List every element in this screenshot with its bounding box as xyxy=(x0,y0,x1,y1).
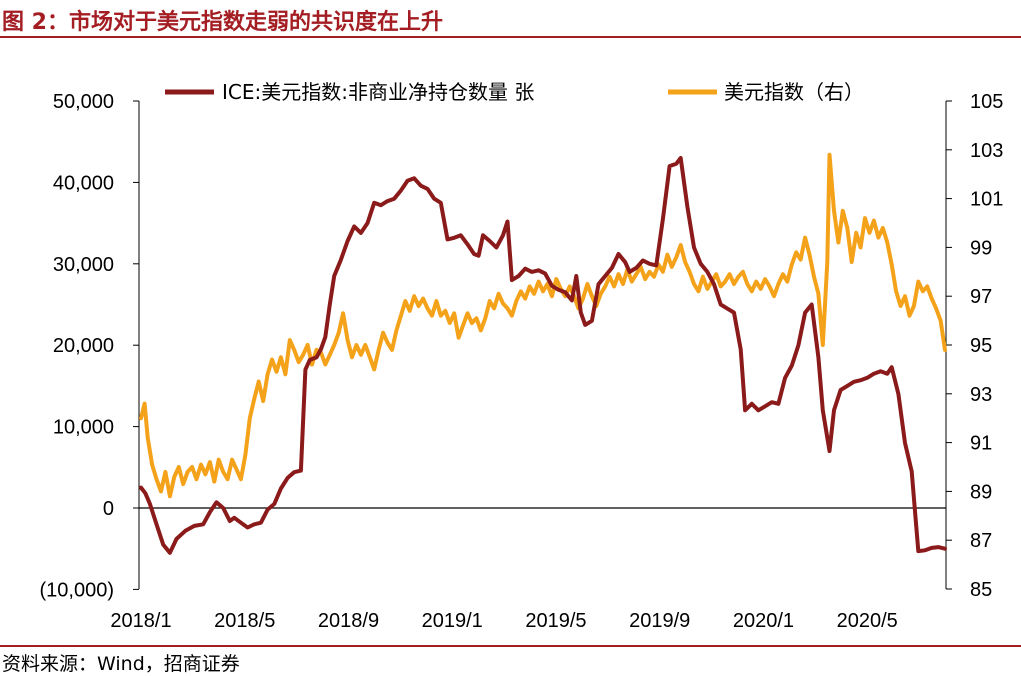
y-right-tick-label: 89 xyxy=(970,481,992,503)
source-divider xyxy=(0,645,1021,647)
y-right-tick-label: 105 xyxy=(970,91,1003,113)
y-left-tick-label: 0 xyxy=(103,498,114,520)
y-right-tick-label: 87 xyxy=(970,530,992,552)
x-tick-label: 2019/5 xyxy=(525,610,586,632)
y-right-tick-label: 91 xyxy=(970,433,992,455)
chart-series xyxy=(139,152,947,555)
net-positions-line xyxy=(139,156,947,555)
y-left-tick-label: 30,000 xyxy=(53,254,114,276)
y-right-tick-label: 101 xyxy=(970,189,1003,211)
x-tick-label: 2018/1 xyxy=(110,610,171,632)
chart-axes: 50,000 40,000 30,000 20,000 10,000 0 (10,000) 1… xyxy=(40,91,1004,632)
usd-index-line xyxy=(139,152,947,499)
x-tick-label: 2019/9 xyxy=(629,610,690,632)
legend-label-usd-index: 美元指数（右） xyxy=(724,80,864,104)
y-left-tick-label: 50,000 xyxy=(53,91,114,113)
y-left-tick-label: 40,000 xyxy=(53,172,114,194)
legend-label-net-positions: ICE:美元指数:非商业净持仓数量 张 xyxy=(222,80,534,104)
y-left-tick-label: (10,000) xyxy=(40,579,115,601)
x-tick-label: 2020/1 xyxy=(733,610,794,632)
x-tick-label: 2020/5 xyxy=(837,610,898,632)
x-tick-label: 2018/5 xyxy=(214,610,275,632)
y-right-tick-label: 99 xyxy=(970,237,992,259)
title-divider xyxy=(0,36,1021,38)
y-right-tick-label: 93 xyxy=(970,384,992,406)
x-tick-label: 2019/1 xyxy=(422,610,483,632)
y-left-tick-label: 20,000 xyxy=(53,335,114,357)
y-right-tick-label: 103 xyxy=(970,140,1003,162)
y-right-tick-label: 95 xyxy=(970,335,992,357)
y-right-tick-label: 85 xyxy=(970,579,992,601)
figure-title: 图 2：市场对于美元指数走弱的共识度在上升 xyxy=(2,10,443,35)
y-right-tick-label: 97 xyxy=(970,286,992,308)
chart-legend: ICE:美元指数:非商业净持仓数量 张 美元指数（右） xyxy=(165,80,864,104)
figure-title-bar: 图 2：市场对于美元指数走弱的共识度在上升 xyxy=(0,0,1021,38)
usd-index-chart: 50,000 40,000 30,000 20,000 10,000 0 (10,000) 1… xyxy=(40,80,1004,632)
x-tick-label: 2018/9 xyxy=(318,610,379,632)
source-note: 资料来源：Wind，招商证券 xyxy=(2,653,240,675)
y-left-tick-label: 10,000 xyxy=(53,417,114,439)
